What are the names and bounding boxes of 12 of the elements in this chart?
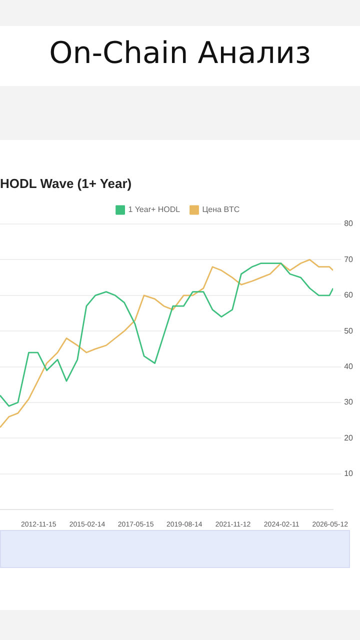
y-tick-label: 50 bbox=[344, 326, 354, 336]
y-tick-label: 80 bbox=[344, 219, 354, 228]
y-tick-label: 30 bbox=[344, 398, 354, 407]
y-tick-label: 20 bbox=[344, 433, 354, 442]
y-tick-label: 60 bbox=[344, 290, 354, 300]
y-tick-label: 70 bbox=[344, 254, 354, 264]
y-tick-label: 10 bbox=[344, 469, 354, 478]
y-tick-label: 40 bbox=[344, 362, 354, 372]
legend-label: Цена BTC bbox=[202, 205, 240, 214]
chart-title: On-Chain Анализ bbox=[0, 26, 360, 86]
chart-subtitle: HODL Wave (1+ Year) bbox=[0, 176, 132, 191]
legend-label: 1 Year+ HODL bbox=[128, 205, 181, 214]
